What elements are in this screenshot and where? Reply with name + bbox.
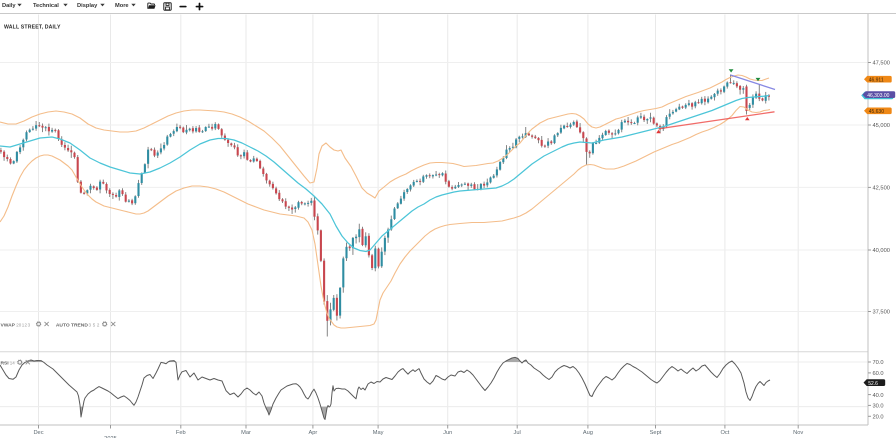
- svg-text:40.0: 40.0: [873, 393, 884, 399]
- svg-text:WALL STREET, DAILY: WALL STREET, DAILY: [4, 25, 61, 31]
- svg-text:Jul: Jul: [514, 430, 521, 436]
- svg-text:42,500: 42,500: [873, 186, 890, 192]
- svg-text:RSI: RSI: [1, 361, 10, 367]
- svg-text:3: 3: [89, 322, 92, 327]
- svg-text:20.0: 20.0: [873, 415, 884, 421]
- svg-text:3: 3: [28, 322, 31, 327]
- svg-text:AUTO TREND: AUTO TREND: [56, 322, 88, 328]
- svg-text:VWAP: VWAP: [1, 322, 16, 328]
- svg-text:46,303.00: 46,303.00: [867, 93, 889, 99]
- svg-text:Feb: Feb: [176, 430, 186, 436]
- svg-text:Dec: Dec: [33, 430, 43, 436]
- svg-text:Apr: Apr: [308, 430, 317, 436]
- svg-text:46,911: 46,911: [869, 77, 884, 83]
- svg-text:2: 2: [97, 322, 100, 327]
- svg-text:1: 1: [22, 322, 25, 327]
- svg-text:47,500: 47,500: [873, 61, 890, 67]
- svg-text:Aug: Aug: [583, 430, 593, 436]
- svg-text:2: 2: [25, 322, 28, 327]
- svg-text:Oct: Oct: [720, 430, 729, 436]
- svg-text:30.0: 30.0: [873, 404, 884, 410]
- svg-text:40,000: 40,000: [873, 248, 890, 254]
- svg-text:14: 14: [10, 361, 16, 366]
- svg-text:45,000: 45,000: [873, 123, 890, 129]
- svg-text:Sept: Sept: [650, 430, 662, 436]
- svg-text:60.0: 60.0: [873, 371, 884, 377]
- svg-text:5: 5: [93, 322, 96, 327]
- svg-text:May: May: [373, 430, 384, 436]
- svg-text:52.6: 52.6: [868, 381, 878, 387]
- svg-text:20: 20: [16, 322, 22, 327]
- svg-text:2025: 2025: [104, 436, 117, 438]
- svg-text:45,630: 45,630: [869, 109, 885, 115]
- svg-text:Nov: Nov: [793, 430, 803, 436]
- svg-text:70.0: 70.0: [873, 360, 884, 366]
- svg-text:Mar: Mar: [241, 430, 251, 436]
- svg-text:Jun: Jun: [443, 430, 452, 436]
- svg-text:37,500: 37,500: [873, 310, 890, 316]
